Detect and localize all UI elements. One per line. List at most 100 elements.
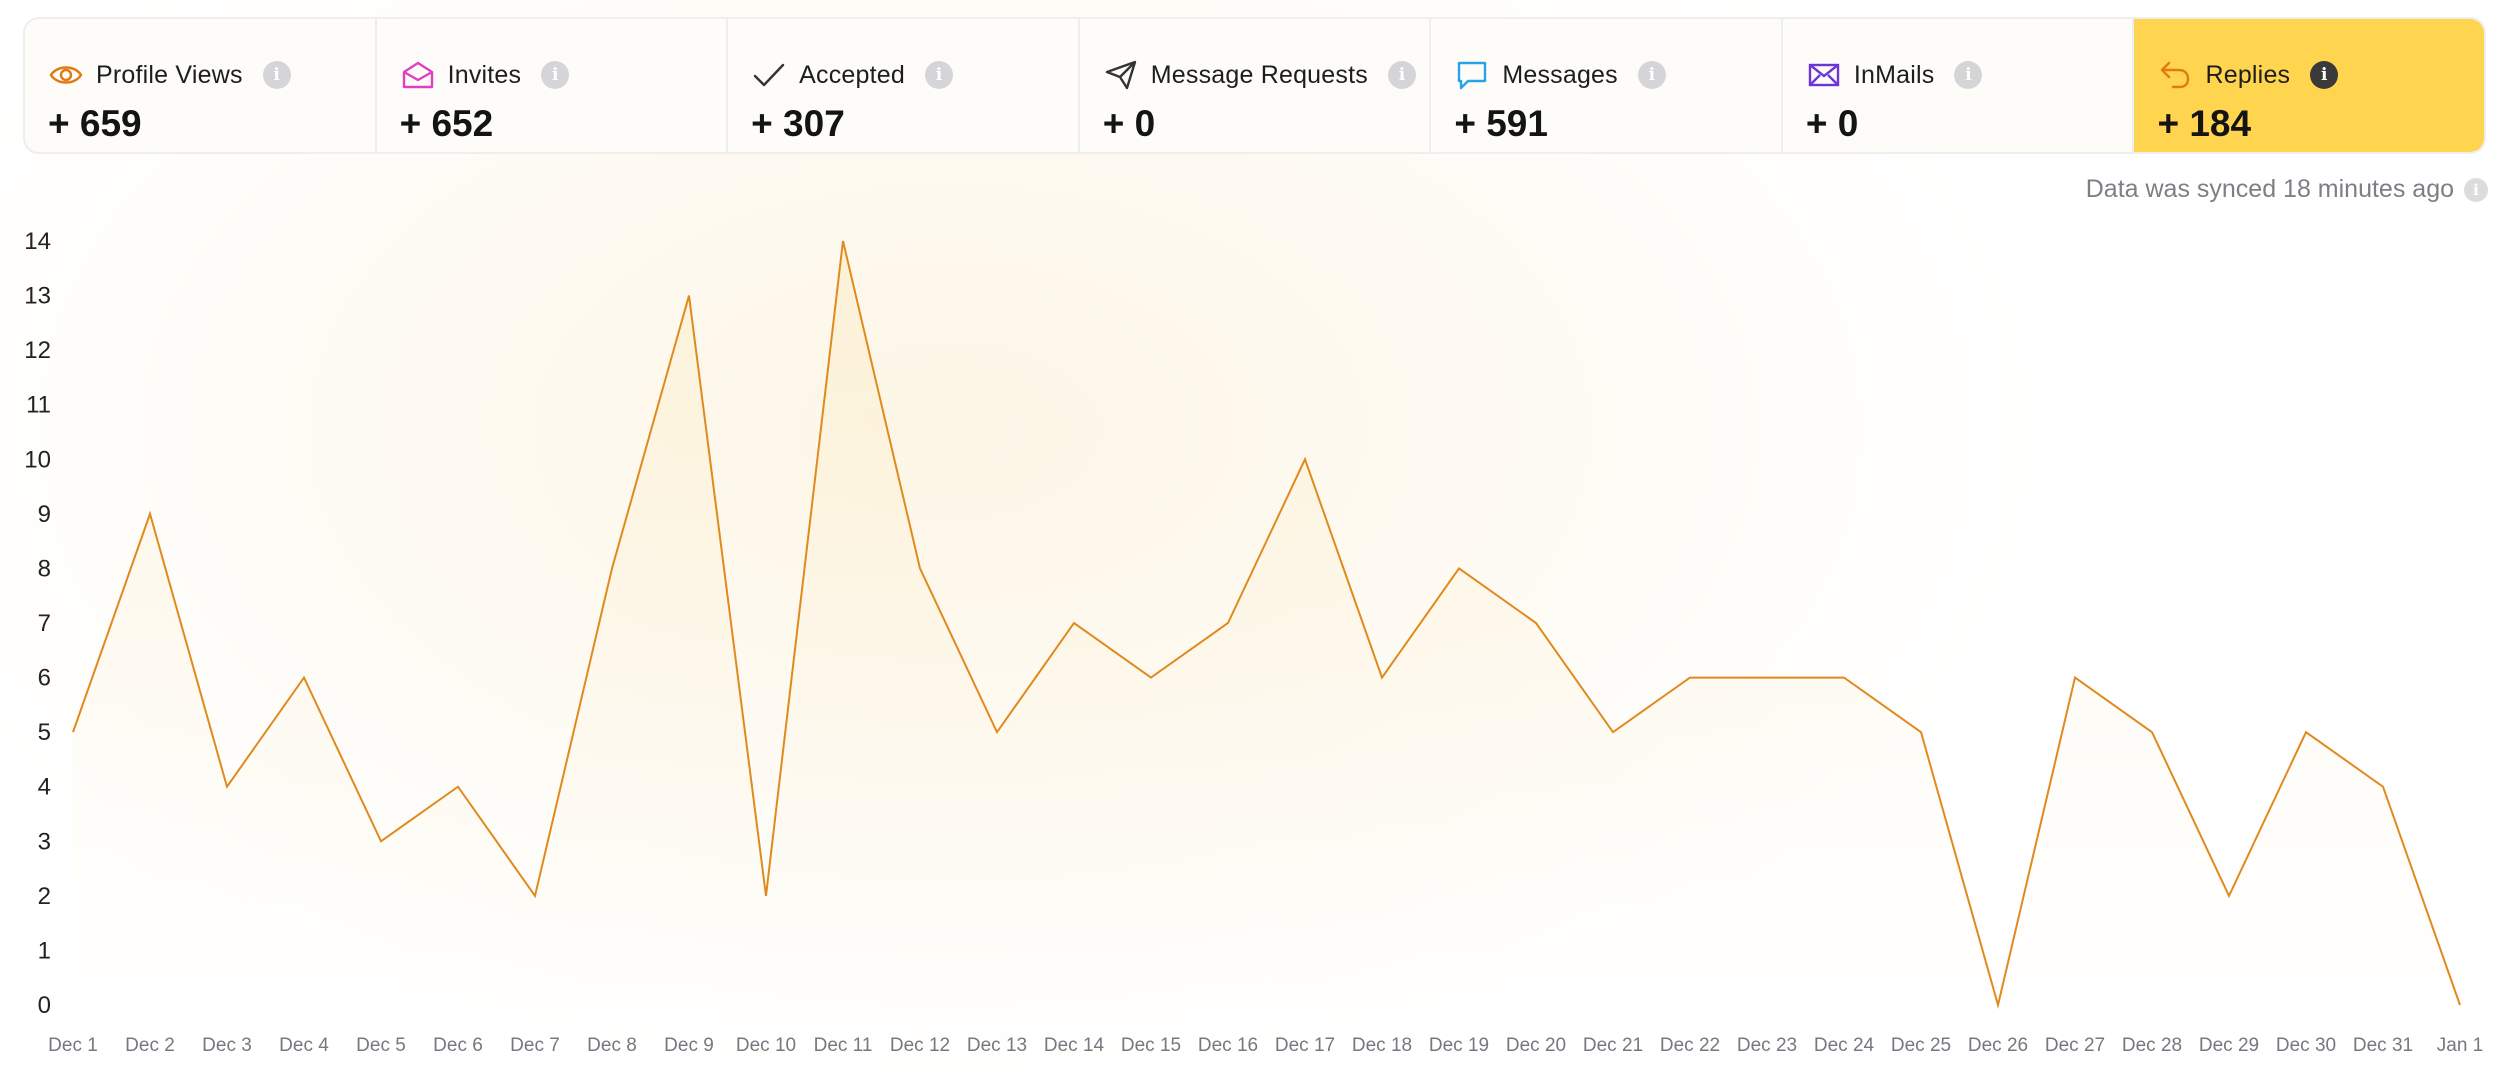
data-point[interactable]	[1376, 672, 1388, 684]
x-tick-label: Dec 24	[1814, 1035, 1875, 1056]
stat-label: Message Requests	[1150, 60, 1368, 89]
stat-card-profile-views[interactable]: Profile Views i + 659	[25, 19, 377, 152]
data-point[interactable]	[1453, 562, 1465, 574]
data-point[interactable]	[837, 235, 849, 247]
x-tick-label: Dec 19	[1429, 1035, 1489, 1056]
stat-value: + 659	[48, 103, 142, 144]
data-point[interactable]	[2069, 672, 2081, 684]
y-tick-label: 7	[38, 610, 51, 637]
x-tick-label: Dec 13	[967, 1035, 1027, 1056]
stat-card-header: Replies i	[2157, 57, 2339, 93]
stats-bar: Profile Views i + 659 Invites i + 652 Ac…	[23, 17, 2486, 154]
x-tick-label: Dec 30	[2276, 1035, 2336, 1056]
data-point[interactable]	[1299, 453, 1311, 465]
x-tick-label: Dec 12	[890, 1035, 950, 1056]
x-tick-label: Dec 27	[2045, 1035, 2105, 1056]
paper-plane-icon	[1103, 57, 1139, 93]
data-point[interactable]	[683, 290, 695, 302]
x-tick-label: Dec 31	[2353, 1035, 2413, 1056]
data-point[interactable]	[1068, 617, 1080, 629]
data-point[interactable]	[914, 562, 926, 574]
x-tick-label: Dec 28	[2122, 1035, 2182, 1056]
info-icon[interactable]: i	[2310, 61, 2339, 89]
info-icon[interactable]: i	[925, 61, 953, 89]
y-tick-label: 3	[38, 828, 51, 855]
data-point[interactable]	[221, 781, 233, 793]
stat-card-inmails[interactable]: InMails i + 0	[1783, 19, 2135, 152]
info-icon[interactable]: i	[1387, 61, 1416, 89]
data-point[interactable]	[1530, 617, 1542, 629]
data-point[interactable]	[2377, 781, 2389, 793]
y-tick-label: 6	[38, 665, 51, 692]
eye-icon	[48, 57, 84, 93]
data-point[interactable]	[2454, 999, 2466, 1011]
data-point[interactable]	[144, 508, 156, 520]
x-tick-label: Dec 3	[202, 1035, 252, 1056]
data-point[interactable]	[2223, 890, 2235, 902]
data-point[interactable]	[67, 726, 79, 738]
reply-arrow-icon	[2157, 57, 2193, 93]
sync-status-text: Data was synced 18 minutes ago	[2085, 175, 2454, 203]
x-tick-label: Dec 4	[279, 1035, 329, 1056]
x-tick-label: Dec 11	[814, 1035, 873, 1056]
x-tick-label: Dec 23	[1737, 1035, 1797, 1056]
checkmark-icon	[751, 57, 787, 93]
data-point[interactable]	[1761, 672, 1773, 684]
envelope-open-icon	[400, 57, 436, 93]
data-point[interactable]	[1222, 617, 1234, 629]
data-point[interactable]	[1838, 672, 1850, 684]
stat-value: + 307	[751, 103, 845, 144]
x-tick-label: Dec 10	[736, 1035, 796, 1056]
y-tick-label: 2	[38, 883, 51, 910]
stat-card-accepted[interactable]: Accepted i + 307	[728, 19, 1080, 152]
data-point[interactable]	[452, 781, 464, 793]
y-tick-label: 9	[38, 501, 51, 528]
info-icon[interactable]: i	[541, 61, 570, 89]
data-point[interactable]	[760, 890, 772, 902]
data-point[interactable]	[991, 726, 1003, 738]
data-point[interactable]	[1684, 672, 1696, 684]
stat-value: + 652	[399, 103, 494, 144]
series-line	[72, 240, 2461, 1009]
x-tick-label: Dec 18	[1352, 1035, 1412, 1056]
stat-label: Replies	[2205, 60, 2291, 89]
stat-card-header: Messages i	[1454, 57, 1666, 93]
y-tick-label: 13	[24, 283, 51, 310]
info-icon[interactable]: i	[1954, 61, 1983, 89]
data-point[interactable]	[606, 562, 618, 574]
stat-card-messages[interactable]: Messages i + 591	[1431, 19, 1783, 152]
stat-card-message-requests[interactable]: Message Requests i + 0	[1080, 19, 1432, 152]
y-tick-label: 12	[24, 337, 51, 364]
stat-card-replies[interactable]: Replies i + 184	[2134, 19, 2484, 152]
data-point[interactable]	[1607, 726, 1619, 738]
data-point[interactable]	[1992, 999, 2004, 1011]
info-icon[interactable]: i	[1637, 61, 1666, 89]
x-tick-label: Dec 16	[1198, 1035, 1258, 1056]
y-tick-label: 0	[38, 992, 51, 1019]
data-point[interactable]	[1915, 726, 1927, 738]
data-point[interactable]	[2300, 726, 2312, 738]
x-tick-label: Dec 15	[1121, 1035, 1181, 1056]
data-point[interactable]	[298, 672, 310, 684]
stat-value: + 591	[1454, 103, 1548, 144]
stat-value: + 184	[2157, 103, 2252, 144]
info-icon[interactable]: i	[2464, 178, 2488, 202]
x-tick-label: Dec 9	[664, 1035, 714, 1056]
data-point[interactable]	[2146, 726, 2158, 738]
x-tick-label: Dec 6	[433, 1035, 483, 1056]
x-tick-label: Dec 1	[48, 1035, 98, 1056]
data-point[interactable]	[375, 835, 387, 847]
stat-label: Messages	[1502, 60, 1618, 89]
x-tick-label: Dec 8	[587, 1035, 637, 1056]
data-point[interactable]	[529, 890, 541, 902]
stat-card-header: Accepted i	[751, 57, 953, 93]
data-point[interactable]	[1145, 672, 1157, 684]
info-icon[interactable]: i	[262, 61, 291, 89]
y-tick-label: 1	[38, 937, 51, 964]
stat-value: + 0	[1805, 103, 1859, 144]
series-area-fill	[73, 241, 2460, 1005]
y-tick-label: 11	[26, 392, 51, 419]
stat-card-invites[interactable]: Invites i + 652	[377, 19, 729, 152]
x-tick-label: Dec 29	[2199, 1035, 2259, 1056]
x-tick-label: Dec 26	[1968, 1035, 2028, 1056]
